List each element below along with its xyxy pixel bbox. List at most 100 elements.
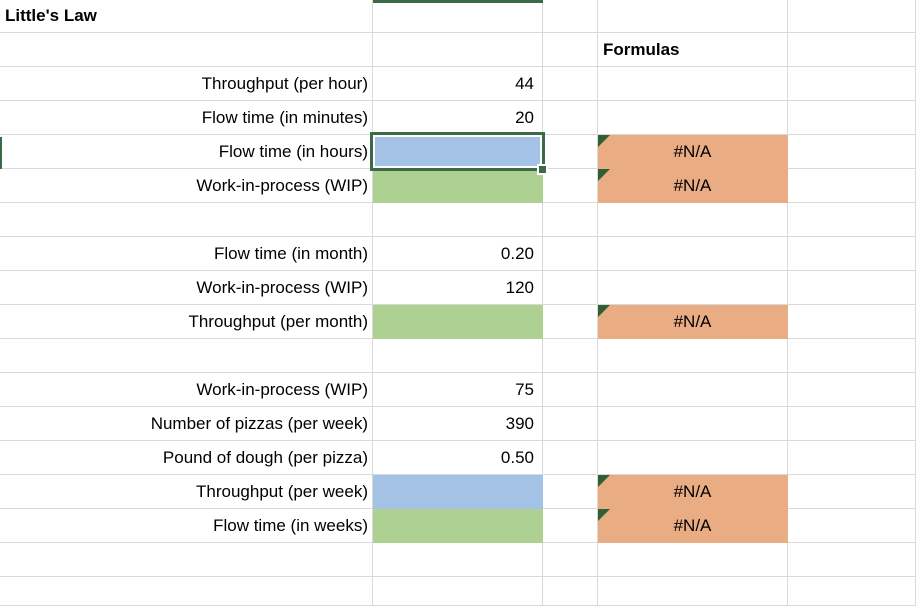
note-corner-triangle-icon [598, 475, 610, 487]
cell-c18[interactable] [543, 577, 598, 606]
cell-e16[interactable] [788, 509, 916, 543]
computed-cell[interactable] [373, 169, 543, 203]
formula-error-cell[interactable]: #N/A [598, 509, 788, 543]
value-cell[interactable]: 0.50 [373, 441, 543, 475]
cell-b18[interactable] [373, 577, 543, 606]
cell-formulas-header[interactable]: Formulas [598, 33, 788, 67]
label-cell[interactable]: Flow time (in hours) [0, 135, 373, 169]
note-corner-triangle-icon [598, 509, 610, 521]
cell-e9[interactable] [788, 271, 916, 305]
cell-c1[interactable] [543, 0, 598, 33]
formula-error-cell[interactable]: #N/A [598, 169, 788, 203]
cell-e7[interactable] [788, 203, 916, 237]
value-cell[interactable]: 390 [373, 407, 543, 441]
cell-c11[interactable] [543, 339, 598, 373]
sheet-row-12: Work-in-process (WIP) 75 [0, 373, 918, 407]
cell-d17[interactable] [598, 543, 788, 577]
cell-e15[interactable] [788, 475, 916, 509]
value-cell[interactable]: 0.20 [373, 237, 543, 271]
cell-d18[interactable] [598, 577, 788, 606]
formula-error-cell[interactable]: #N/A [598, 135, 788, 169]
fill-handle[interactable] [537, 164, 548, 175]
cell-d4[interactable] [598, 101, 788, 135]
cell-e4[interactable] [788, 101, 916, 135]
cell-c5[interactable] [543, 135, 598, 169]
value-cell[interactable]: 75 [373, 373, 543, 407]
cell-b17[interactable] [373, 543, 543, 577]
cell-c12[interactable] [543, 373, 598, 407]
cell-b11[interactable] [373, 339, 543, 373]
cell-c6[interactable] [543, 169, 598, 203]
cell-e1[interactable] [788, 0, 916, 33]
label-cell[interactable]: Flow time (in weeks) [0, 509, 373, 543]
cell-e8[interactable] [788, 237, 916, 271]
cell-e3[interactable] [788, 67, 916, 101]
cell-e18[interactable] [788, 577, 916, 606]
label-cell[interactable]: Flow time (in month) [0, 237, 373, 271]
cell-e13[interactable] [788, 407, 916, 441]
cell-a17[interactable] [0, 543, 373, 577]
formula-error-cell[interactable]: #N/A [598, 475, 788, 509]
cell-d3[interactable] [598, 67, 788, 101]
label-cell[interactable]: Flow time (in minutes) [0, 101, 373, 135]
cell-a18[interactable] [0, 577, 373, 606]
cell-a2[interactable] [0, 33, 373, 67]
selection-row-edge-mark [0, 137, 2, 169]
cell-c14[interactable] [543, 441, 598, 475]
cell-d12[interactable] [598, 373, 788, 407]
cell-d14[interactable] [598, 441, 788, 475]
cell-c4[interactable] [543, 101, 598, 135]
cell-b1[interactable] [373, 0, 543, 33]
cell-c2[interactable] [543, 33, 598, 67]
cell-e17[interactable] [788, 543, 916, 577]
note-corner-triangle-icon [598, 305, 610, 317]
formula-error-cell[interactable]: #N/A [598, 305, 788, 339]
cell-e12[interactable] [788, 373, 916, 407]
computed-cell[interactable] [373, 305, 543, 339]
note-corner-triangle-icon [598, 169, 610, 181]
active-cell-selection-ring[interactable] [370, 132, 545, 171]
value-cell[interactable]: 44 [373, 67, 543, 101]
cell-d11[interactable] [598, 339, 788, 373]
cell-a7[interactable] [0, 203, 373, 237]
cell-d1[interactable] [598, 0, 788, 33]
computed-cell[interactable] [373, 509, 543, 543]
label-cell[interactable]: Throughput (per week) [0, 475, 373, 509]
sheet-row-1: Little's Law [0, 0, 918, 33]
cell-c15[interactable] [543, 475, 598, 509]
sheet-row-5: Flow time (in hours) #N/A [0, 135, 918, 169]
cell-d13[interactable] [598, 407, 788, 441]
value-cell[interactable]: 20 [373, 101, 543, 135]
cell-e14[interactable] [788, 441, 916, 475]
cell-e11[interactable] [788, 339, 916, 373]
label-cell[interactable]: Work-in-process (WIP) [0, 271, 373, 305]
cell-c9[interactable] [543, 271, 598, 305]
sheet-row-6: Work-in-process (WIP) #N/A [0, 169, 918, 203]
cell-c10[interactable] [543, 305, 598, 339]
cell-d9[interactable] [598, 271, 788, 305]
cell-c3[interactable] [543, 67, 598, 101]
label-cell[interactable]: Number of pizzas (per week) [0, 407, 373, 441]
cell-b2[interactable] [373, 33, 543, 67]
label-cell[interactable]: Pound of dough (per pizza) [0, 441, 373, 475]
cell-c13[interactable] [543, 407, 598, 441]
cell-c8[interactable] [543, 237, 598, 271]
cell-e10[interactable] [788, 305, 916, 339]
label-cell[interactable]: Work-in-process (WIP) [0, 373, 373, 407]
cell-c16[interactable] [543, 509, 598, 543]
value-cell[interactable]: 120 [373, 271, 543, 305]
cell-title[interactable]: Little's Law [0, 0, 373, 33]
label-cell[interactable]: Throughput (per month) [0, 305, 373, 339]
input-cell[interactable] [373, 475, 543, 509]
cell-d7[interactable] [598, 203, 788, 237]
cell-b7[interactable] [373, 203, 543, 237]
cell-e2[interactable] [788, 33, 916, 67]
cell-c7[interactable] [543, 203, 598, 237]
cell-c17[interactable] [543, 543, 598, 577]
cell-a11[interactable] [0, 339, 373, 373]
label-cell[interactable]: Work-in-process (WIP) [0, 169, 373, 203]
cell-d8[interactable] [598, 237, 788, 271]
cell-e6[interactable] [788, 169, 916, 203]
cell-e5[interactable] [788, 135, 916, 169]
label-cell[interactable]: Throughput (per hour) [0, 67, 373, 101]
